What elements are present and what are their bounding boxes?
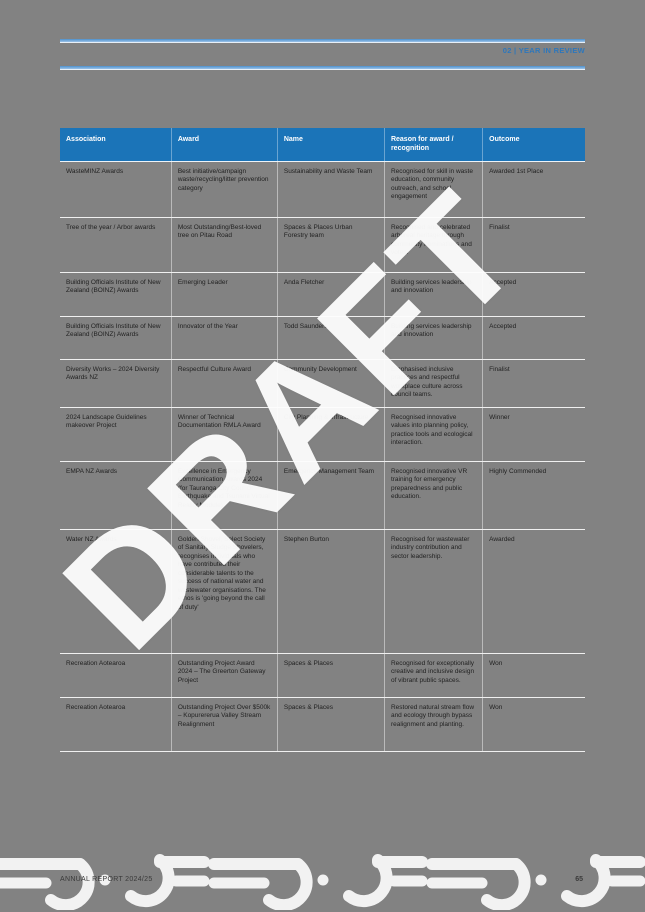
cell-association: Recreation Aotearoa: [60, 654, 172, 697]
cell-award: Respectful Culture Award: [172, 360, 278, 407]
cell-award: Winner of Technical Documentation RMLA A…: [172, 408, 278, 461]
table-row: 2024 Landscape Guidelines makeover Proje…: [60, 408, 585, 462]
cell-association: Building Officials Institute of New Zeal…: [60, 317, 172, 359]
cell-reason: Recognised innovative VR training for em…: [385, 462, 484, 529]
cell-association: Tree of the year / Arbor awards: [60, 218, 172, 272]
cell-name: Sustainability and Waste Team: [278, 162, 385, 217]
top-rule-upper: [60, 39, 585, 43]
table-row: EMPA NZ Awards Excellence in Emergency C…: [60, 462, 585, 530]
column-header: Award: [172, 128, 278, 161]
cell-outcome: Awarded: [489, 536, 515, 543]
table-row: Building Officials Institute of New Zeal…: [60, 317, 585, 360]
cell-name: Spaces & Places Urban Forestry team: [278, 218, 385, 272]
awards-table: Association Award Name Reason for award / r…: [60, 128, 585, 752]
cell-award: Emerging Leader: [172, 273, 278, 316]
cell-name: Community Development: [278, 360, 385, 407]
table-header-row: Association Award Name Reason for award / r…: [60, 128, 585, 162]
cell-award: Golden Shovel, Select Society of Sanitar…: [172, 530, 278, 653]
table-row: Building Officials Institute of New Zeal…: [60, 273, 585, 317]
cell-award: Outstanding Project Award 2024 – The Gre…: [172, 654, 278, 697]
cell-reason: Recognised for skill in waste education,…: [385, 162, 484, 217]
cell-outcome: Finalist: [489, 366, 510, 373]
cell-name: Emergency Management Team: [278, 462, 385, 529]
cell-reason: Recognised for exceptionally creative an…: [385, 654, 484, 697]
cell-outcome: Winner: [489, 414, 510, 421]
table-body: WasteMINZ Awards Best initiative/campaig…: [60, 162, 585, 752]
cell-name: Todd Saunders: [278, 317, 385, 359]
footer-page-number: 65: [575, 876, 583, 883]
cell-association: Water NZ Awards: [60, 530, 172, 653]
column-header: Association: [60, 128, 172, 161]
footer-report-title: ANNUAL REPORT 2024/25: [60, 876, 153, 883]
cell-award: Outstanding Project Over $500k – Kopurer…: [172, 698, 278, 751]
cell-award: Excellence in Emergency Communication Aw…: [172, 462, 278, 529]
section-header-label: 02 | YEAR IN REVIEW: [502, 46, 585, 55]
table-row: Diversity Works – 2024 Diversity Awards …: [60, 360, 585, 408]
column-header: Reason for award / recognition: [385, 128, 484, 161]
cell-outcome: Awarded 1st Place: [489, 168, 544, 175]
column-header: Outcome: [489, 136, 520, 143]
cell-award: Most Outstanding/Best-loved tree on Pita…: [172, 218, 278, 272]
cell-reason: Recognised for wastewater industry contr…: [385, 530, 484, 653]
cell-name: Stephen Burton: [278, 530, 385, 653]
cell-name: Spaces & Places: [278, 654, 385, 697]
column-header: Name: [278, 128, 385, 161]
cell-association: Recreation Aotearoa: [60, 698, 172, 751]
cell-name: Anda Fletcher: [278, 273, 385, 316]
cell-reason: Building services leadership and innovat…: [385, 317, 484, 359]
cell-association: EMPA NZ Awards: [60, 462, 172, 529]
cell-outcome: Accepted: [489, 323, 517, 330]
cell-reason: Recognised and celebrated arboreal herit…: [385, 218, 484, 272]
table-row: Water NZ Awards Golden Shovel, Select So…: [60, 530, 585, 654]
cell-reason: Emphasised inclusive practices and respe…: [385, 360, 484, 407]
section-header: 02 | YEAR IN REVIEW: [60, 46, 585, 55]
page-footer: ANNUAL REPORT 2024/25 65: [0, 850, 645, 910]
cell-award: Innovator of the Year: [172, 317, 278, 359]
cell-association: Diversity Works – 2024 Diversity Awards …: [60, 360, 172, 407]
cell-reason: Restored natural stream flow and ecology…: [385, 698, 484, 751]
cell-outcome: Won: [489, 704, 503, 711]
cell-association: 2024 Landscape Guidelines makeover Proje…: [60, 408, 172, 461]
table-row: WasteMINZ Awards Best initiative/campaig…: [60, 162, 585, 218]
cell-name: Spaces & Places: [278, 698, 385, 751]
cell-award: Best initiative/campaign waste/recycling…: [172, 162, 278, 217]
cell-reason: Recognised innovative values into planni…: [385, 408, 484, 461]
cell-outcome: Accepted: [489, 279, 517, 286]
cell-name: City Planning & Infrastructure: [278, 408, 385, 461]
cell-outcome: Won: [489, 660, 503, 667]
table-row: Tree of the year / Arbor awards Most Out…: [60, 218, 585, 273]
cell-association: WasteMINZ Awards: [60, 162, 172, 217]
table-row: Recreation Aotearoa Outstanding Project …: [60, 698, 585, 752]
top-rule-lower: [60, 66, 585, 70]
cell-outcome: Highly Commended: [489, 468, 547, 475]
cell-reason: Building services leadership and innovat…: [385, 273, 484, 316]
table-row: Recreation Aotearoa Outstanding Project …: [60, 654, 585, 698]
cell-association: Building Officials Institute of New Zeal…: [60, 273, 172, 316]
cell-outcome: Finalist: [489, 224, 510, 231]
